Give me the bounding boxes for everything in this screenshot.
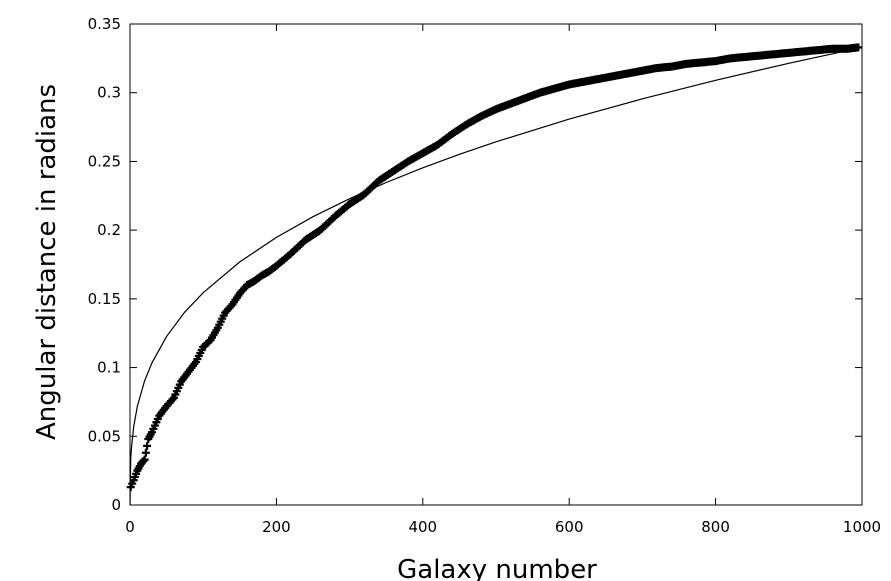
fit-curve-line xyxy=(129,46,863,506)
y-tick-label: 0.25 xyxy=(88,152,121,170)
x-tick-label: 800 xyxy=(701,518,730,536)
y-tick-label: 0.05 xyxy=(88,427,121,445)
data-point xyxy=(139,457,148,466)
x-tick-label: 400 xyxy=(408,518,437,536)
x-tick-label: 1000 xyxy=(843,518,881,536)
y-tick-label: 0.3 xyxy=(97,84,121,102)
plot-frame xyxy=(129,23,863,506)
y-axis-title: Angular distance in radians xyxy=(32,84,62,440)
x-tick-label: 600 xyxy=(555,518,584,536)
data-point xyxy=(140,455,149,464)
plot-area: 0 200 400 600 800 1000 0 0.05 0.1 0.15 0.2 0.25 0.3 0… xyxy=(88,15,882,536)
y-tick-label: 0.1 xyxy=(97,359,121,377)
y-tick-label: 0.35 xyxy=(88,15,121,33)
data-point xyxy=(141,448,150,457)
data-point xyxy=(143,441,152,450)
y-tick-label: 0 xyxy=(111,496,121,514)
x-tick-label: 200 xyxy=(262,518,291,536)
x-tick-label: 0 xyxy=(125,518,135,536)
y-tick-label: 0.15 xyxy=(88,290,121,308)
y-tick-label: 0.2 xyxy=(97,221,121,239)
x-axis-title: Galaxy number xyxy=(397,555,597,581)
